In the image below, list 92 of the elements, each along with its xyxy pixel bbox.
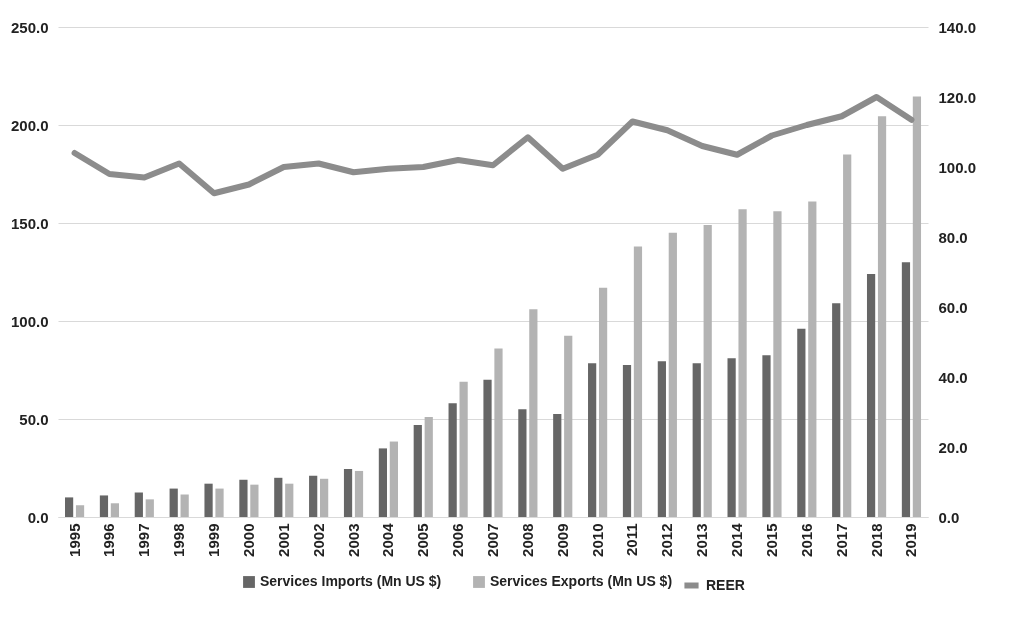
legend-label: Services Imports (Mn US $) <box>260 573 442 589</box>
bar <box>633 246 643 517</box>
bar <box>912 96 922 517</box>
bar <box>413 424 422 517</box>
bar <box>483 379 492 517</box>
x-tick-label: 2002 <box>309 523 327 557</box>
x-tick-label: 2014 <box>728 522 746 557</box>
bar <box>250 484 259 517</box>
bar <box>378 448 388 517</box>
bar <box>832 303 841 517</box>
x-tick-label: 2010 <box>588 523 606 557</box>
x-tick-label: 2016 <box>797 523 815 557</box>
bar <box>145 499 154 517</box>
bar <box>738 209 747 517</box>
bar <box>588 363 597 517</box>
x-tick-label: 1995 <box>65 523 83 557</box>
legend-label: REER <box>706 576 745 593</box>
bar <box>424 417 433 517</box>
bar <box>877 116 887 517</box>
y-tick-label: 150.0 <box>10 214 49 232</box>
bar <box>99 495 109 517</box>
y2-tick-label: 100.0 <box>938 158 977 176</box>
bar <box>389 441 398 517</box>
y2-tick-label: 140.0 <box>938 18 977 36</box>
bar <box>657 361 666 517</box>
bar <box>797 328 806 517</box>
x-tick-label: 2015 <box>762 523 780 557</box>
bar <box>448 403 457 517</box>
bar <box>668 232 677 517</box>
x-tick-label: 2008 <box>518 523 536 557</box>
bar <box>762 355 771 517</box>
bar <box>309 475 318 517</box>
legend-label: Services Exports (Mn US $) <box>490 573 673 589</box>
x-tick-label: 2018 <box>867 523 885 557</box>
bar <box>494 348 503 517</box>
y2-tick-label: 80.0 <box>938 228 968 246</box>
bar <box>564 335 573 517</box>
x-tick-label: 2012 <box>658 523 676 557</box>
bar <box>64 497 74 517</box>
y-tick-label: 250.0 <box>10 18 49 36</box>
bar <box>274 477 283 517</box>
bar <box>110 503 120 517</box>
x-tick-label: 2006 <box>449 523 467 557</box>
x-tick-label: 2017 <box>832 523 850 557</box>
x-tick-label: 2005 <box>414 523 432 557</box>
bar <box>180 494 189 517</box>
x-tick-label: 2019 <box>902 523 920 557</box>
x-tick-label: 2011 <box>623 523 641 557</box>
bar <box>459 381 468 517</box>
y-tick-label: 50.0 <box>19 410 49 428</box>
bar <box>773 211 782 517</box>
x-tick-label: 2001 <box>274 523 292 557</box>
x-tick-label: 1996 <box>100 523 118 557</box>
x-tick-label: 2013 <box>693 523 711 557</box>
bar <box>727 358 736 517</box>
bar <box>134 492 143 517</box>
x-tick-label: 2007 <box>484 523 501 557</box>
x-tick-label: 1997 <box>135 523 153 557</box>
bar <box>169 488 178 517</box>
bar <box>215 488 224 517</box>
bar <box>553 414 562 517</box>
bar <box>843 154 852 517</box>
x-tick-label: 2004 <box>379 522 397 557</box>
y-tick-label: 100.0 <box>10 312 49 330</box>
x-tick-label: 1999 <box>205 523 223 557</box>
y2-tick-label: 60.0 <box>938 298 968 316</box>
bar <box>598 287 608 517</box>
bar <box>343 468 353 517</box>
bar <box>75 505 85 517</box>
bar <box>320 478 329 517</box>
x-tick-label: 1998 <box>170 523 188 557</box>
y2-tick-label: 40.0 <box>938 368 968 386</box>
bar <box>901 262 911 517</box>
bar <box>622 365 632 517</box>
bar <box>808 201 817 517</box>
x-tick-label: 2000 <box>239 523 257 557</box>
y-tick-label: 0.0 <box>27 508 49 526</box>
bar <box>692 363 701 517</box>
bar <box>529 309 538 517</box>
y2-tick-label: 20.0 <box>938 438 968 456</box>
bar <box>518 409 527 517</box>
y2-tick-label: 120.0 <box>938 88 977 106</box>
bar <box>285 483 294 517</box>
x-tick-label: 2009 <box>553 523 571 557</box>
bar <box>866 273 876 517</box>
x-tick-label: 2003 <box>344 523 362 557</box>
bar <box>354 470 364 517</box>
bar <box>204 483 213 517</box>
bar <box>239 479 248 517</box>
bar <box>703 224 712 517</box>
y-tick-label: 200.0 <box>10 116 49 134</box>
y2-tick-label: 0.0 <box>938 508 960 526</box>
